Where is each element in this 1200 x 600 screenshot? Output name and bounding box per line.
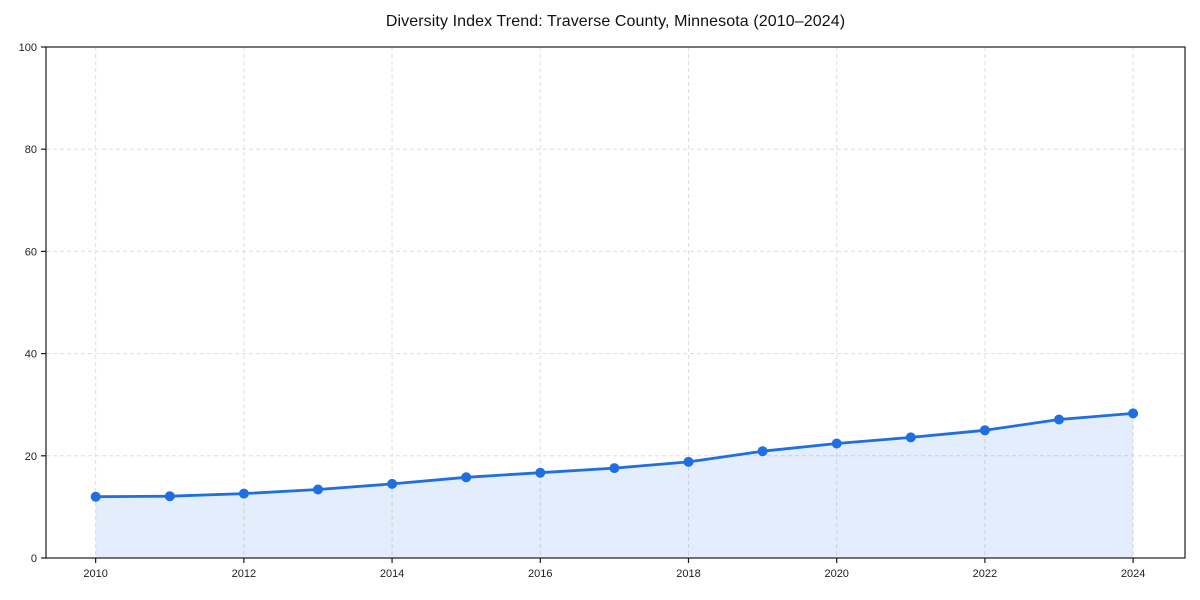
data-point-2023 — [1054, 414, 1064, 425]
data-point-2017 — [609, 463, 620, 474]
data-point-2015 — [461, 472, 472, 483]
chart-title: Diversity Index Trend: Traverse County, … — [385, 13, 846, 30]
x-tick-label: 2024 — [1121, 568, 1145, 580]
data-point-2020 — [831, 438, 842, 449]
data-point-2013 — [313, 484, 323, 495]
y-tick-label: 0 — [31, 553, 37, 565]
x-tick-label: 2016 — [528, 568, 552, 580]
data-point-2016 — [535, 467, 546, 478]
data-point-2022 — [979, 425, 990, 436]
x-tick-label: 2010 — [83, 568, 107, 580]
y-tick-label: 60 — [25, 246, 37, 258]
x-tick-label: 2020 — [824, 568, 848, 580]
plot-border — [45, 46, 1186, 559]
data-point-2018 — [683, 456, 694, 467]
data-point-2024 — [1128, 408, 1139, 419]
data-point-2010 — [90, 491, 101, 502]
data-point-2019 — [757, 446, 768, 457]
y-tick-label: 80 — [25, 144, 37, 156]
y-tick-label: 20 — [25, 451, 37, 463]
y-tick-label: 40 — [25, 349, 37, 361]
y-tick-label: 100 — [19, 42, 37, 54]
data-point-2014 — [387, 478, 398, 489]
x-tick-label: 2022 — [973, 568, 997, 580]
data-point-2021 — [905, 432, 916, 443]
x-tick-label: 2012 — [232, 568, 256, 580]
area-fill — [95, 413, 1134, 558]
data-point-2012 — [238, 488, 249, 499]
x-tick-label: 2018 — [676, 568, 700, 580]
x-tick-label: 2014 — [380, 568, 404, 580]
data-point-2011 — [164, 491, 175, 502]
